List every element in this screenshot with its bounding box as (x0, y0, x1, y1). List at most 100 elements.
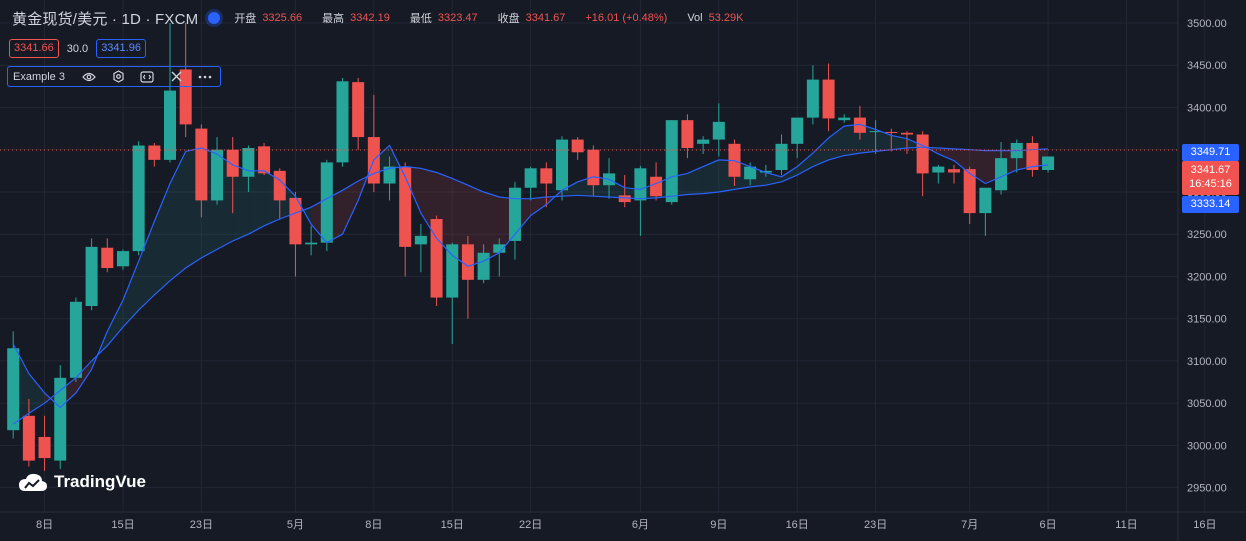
candle-body (995, 158, 1008, 191)
ma-cloud-fill (828, 126, 845, 160)
ma-cloud-fill (107, 300, 123, 346)
low-value: 3323.47 (437, 12, 478, 24)
candle-body (775, 143, 788, 170)
candle-body (963, 169, 976, 214)
candle-body (430, 218, 443, 298)
close-value: 3341.67 (525, 12, 566, 24)
x-tick-label: 23日 (864, 519, 887, 531)
candle-body (508, 187, 521, 241)
y-tick-label: 3100.00 (1187, 356, 1227, 368)
candle-body (195, 128, 208, 201)
candle-body (916, 134, 929, 174)
indicator-name: Example 3 (13, 70, 65, 83)
ma-cloud-fill (75, 360, 92, 394)
low-label: 最低 (409, 13, 432, 25)
spread-value: 30.0 (66, 42, 89, 55)
ma-cloud-fill (342, 180, 359, 235)
candle-body (1042, 156, 1055, 170)
x-tick-label: 6月 (632, 519, 649, 531)
candle-body (822, 79, 835, 119)
candle-body (289, 197, 302, 245)
candle-body (634, 168, 647, 201)
ma-cloud-fill (891, 135, 907, 150)
candle-body (85, 246, 98, 307)
ma-cloud-fill (781, 166, 798, 182)
indicator-legend[interactable]: Example 3 (7, 66, 221, 87)
ma-cloud-fill (562, 181, 578, 197)
candle-body (948, 169, 960, 173)
ma-cloud-fill (703, 159, 719, 194)
candle-body (148, 145, 161, 160)
candle-body (446, 244, 459, 298)
candle-body (540, 168, 553, 184)
ohlc-values: 开盘 3325.66 最高 3342.19 最低 3323.47 收盘 3341… (234, 10, 763, 26)
market-status-icon (208, 12, 221, 24)
candle-body (101, 247, 114, 268)
tradingvue-logo: TradingVue (18, 472, 146, 492)
x-tick-label: 15日 (441, 519, 464, 531)
volume-label: Vol (687, 12, 703, 24)
x-tick-label: 23日 (190, 519, 213, 531)
ma-cloud-fill (122, 261, 139, 328)
candle-body (681, 120, 694, 149)
candle-body (759, 170, 772, 173)
candle-body (556, 139, 568, 191)
settings-icon[interactable] (104, 67, 133, 87)
y-tick-label: 3050.00 (1187, 398, 1227, 410)
ma-cloud-fill (483, 191, 500, 262)
buy-price-button[interactable]: 3341.96 (96, 39, 146, 58)
candle-body (869, 131, 882, 133)
candle-body (273, 170, 286, 201)
close-icon[interactable] (162, 67, 191, 87)
candle-body (132, 145, 145, 252)
candle-body (932, 166, 945, 173)
candle-body (226, 149, 239, 177)
more-icon[interactable] (191, 67, 220, 87)
y-tick-label: 3250.00 (1187, 229, 1227, 241)
candle-body (242, 148, 255, 177)
candle-body (493, 244, 506, 253)
x-tick-label: 11日 (1115, 519, 1137, 531)
candle-body (7, 348, 20, 431)
candle-body (116, 251, 129, 267)
high-label: 最高 (322, 13, 345, 25)
candle-body (806, 79, 819, 118)
upper-line-price-tag: 3349.71 (1182, 144, 1239, 161)
candle-body (352, 82, 365, 138)
volume-value: 53.29K (708, 12, 744, 24)
candle-body (399, 166, 412, 247)
source-code-icon[interactable] (133, 67, 162, 87)
ma-cloud-fill (797, 153, 813, 176)
candle-body (618, 195, 631, 203)
open-value: 3325.66 (262, 12, 303, 24)
x-tick-label: 5月 (287, 519, 304, 531)
bar-countdown: 16:45:16 (1189, 178, 1232, 190)
candle-body (383, 166, 396, 184)
ma-cloud-fill (170, 151, 186, 281)
x-tick-label: 15日 (111, 519, 134, 531)
y-tick-label: 3450.00 (1187, 60, 1227, 72)
sell-price-button[interactable]: 3341.66 (9, 39, 59, 58)
candle-body (305, 242, 318, 245)
candle-body (414, 235, 427, 245)
y-tick-label: 2950.00 (1187, 483, 1227, 495)
candle-body (164, 90, 176, 160)
candle-body (853, 117, 866, 133)
last-price-tag: 3341.67 16:45:16 (1182, 161, 1239, 195)
candle-body (571, 139, 584, 153)
symbol-title[interactable]: 黄金现货/美元 · 1D · FXCM (12, 10, 199, 28)
eye-icon[interactable] (75, 67, 104, 87)
x-tick-label: 7月 (961, 519, 978, 531)
candle-body (336, 81, 349, 163)
ma-cloud-fill (875, 129, 892, 152)
lower-line-price-tag: 3333.14 (1182, 196, 1239, 213)
candle-body (650, 176, 663, 197)
ma-cloud-fill (232, 164, 249, 241)
cloud-logo-icon (19, 473, 47, 491)
chart-legend: 黄金现货/美元 · 1D · FXCM 开盘 3325.66 最高 3342.1… (12, 8, 764, 28)
candle-body (461, 244, 474, 280)
candle-body (211, 149, 224, 201)
candle-body (791, 117, 804, 144)
x-tick-label: 6日 (1040, 519, 1057, 531)
